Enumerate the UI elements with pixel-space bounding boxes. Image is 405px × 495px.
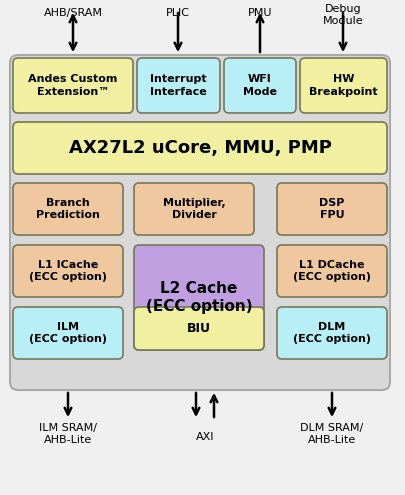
Text: Multiplier,
Divider: Multiplier, Divider [163,198,225,220]
Text: L1 ICache
(ECC option): L1 ICache (ECC option) [29,260,107,282]
Text: BIU: BIU [187,322,211,335]
Text: ILM SRAM/
AHB-Lite: ILM SRAM/ AHB-Lite [39,423,97,445]
FancyBboxPatch shape [13,245,123,297]
FancyBboxPatch shape [137,58,220,113]
FancyBboxPatch shape [300,58,387,113]
Text: Debug
Module: Debug Module [323,4,363,26]
FancyBboxPatch shape [13,183,123,235]
Text: AX27L2 uCore, MMU, PMP: AX27L2 uCore, MMU, PMP [68,139,331,157]
Text: PMU: PMU [248,8,272,18]
FancyBboxPatch shape [277,183,387,235]
FancyBboxPatch shape [13,307,123,359]
Text: Andes Custom
Extension™: Andes Custom Extension™ [28,74,118,97]
Text: Branch
Prediction: Branch Prediction [36,198,100,220]
FancyBboxPatch shape [134,183,254,235]
FancyBboxPatch shape [13,122,387,174]
Text: DLM SRAM/
AHB-Lite: DLM SRAM/ AHB-Lite [301,423,364,445]
Text: AXI: AXI [196,432,214,442]
Text: Interrupt
Interface: Interrupt Interface [150,74,207,97]
FancyBboxPatch shape [10,55,390,390]
Text: DLM
(ECC option): DLM (ECC option) [293,322,371,344]
Text: AHB/SRAM: AHB/SRAM [43,8,102,18]
Text: L1 DCache
(ECC option): L1 DCache (ECC option) [293,260,371,282]
Text: ILM
(ECC option): ILM (ECC option) [29,322,107,344]
FancyBboxPatch shape [277,245,387,297]
FancyBboxPatch shape [224,58,296,113]
Text: L2 Cache
(ECC option): L2 Cache (ECC option) [146,281,252,314]
Text: PLIC: PLIC [166,8,190,18]
FancyBboxPatch shape [13,58,133,113]
Text: DSP
FPU: DSP FPU [319,198,345,220]
Text: WFI
Mode: WFI Mode [243,74,277,97]
Text: HW
Breakpoint: HW Breakpoint [309,74,378,97]
FancyBboxPatch shape [134,245,264,350]
FancyBboxPatch shape [277,307,387,359]
FancyBboxPatch shape [134,307,264,350]
